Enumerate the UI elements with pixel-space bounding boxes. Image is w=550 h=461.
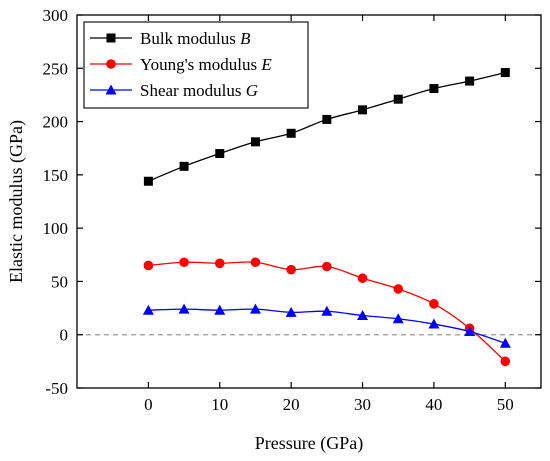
data-point-e-25 (322, 261, 332, 272)
data-point-g-0 (142, 304, 154, 315)
data-point-g-30 (357, 310, 369, 321)
data-point-g-15 (249, 303, 261, 314)
series-e (143, 257, 511, 367)
y-tick-label: 100 (43, 219, 69, 238)
legend-label: Shear modulus G (140, 81, 258, 100)
data-point-g-25 (321, 305, 333, 316)
y-tick-label: 300 (43, 6, 69, 25)
plot-frame (76, 14, 542, 389)
data-point-b-30 (358, 105, 368, 115)
legend-marker (106, 33, 116, 43)
y-tick-label: 0 (60, 326, 69, 345)
data-point-e-35 (393, 284, 404, 294)
data-point-b-45 (465, 76, 475, 86)
data-point-g-20 (285, 306, 297, 317)
x-tick-label: 10 (211, 395, 228, 414)
series-layer (142, 68, 511, 367)
series-g (142, 303, 511, 348)
data-point-b-0 (143, 176, 153, 186)
y-axis-title: Elastic modulus (GPa) (6, 120, 27, 283)
x-axis-title: Pressure (GPa) (255, 433, 363, 454)
x-tick-label: 20 (283, 395, 300, 414)
legend-label: Young's modulus E (140, 55, 272, 74)
y-tick-label: 200 (43, 113, 69, 132)
data-point-b-20 (286, 128, 296, 138)
x-tick-label: 40 (425, 395, 442, 414)
data-point-b-25 (322, 114, 332, 124)
data-point-g-10 (214, 304, 226, 315)
data-point-g-5 (178, 303, 190, 314)
y-tick-label: -50 (45, 379, 68, 398)
legend-label: Bulk modulus B (140, 29, 251, 48)
x-tick-label: 30 (354, 395, 371, 414)
legend-box (83, 21, 309, 109)
data-point-e-40 (429, 299, 439, 309)
data-point-b-10 (215, 149, 225, 159)
x-tick-label: 50 (497, 395, 514, 414)
data-point-b-15 (250, 137, 260, 147)
data-point-g-45 (464, 326, 476, 337)
axes-layer: 0 10 20 30 40 50 -50 0 50 100 150 200 250 300 (43, 6, 542, 414)
data-point-b-40 (429, 84, 439, 94)
legend: Bulk modulus B Young's modulus E Shear mod… (83, 21, 309, 109)
y-tick-label: 250 (43, 59, 69, 78)
data-point-b-5 (179, 161, 189, 171)
y-tick-label: 50 (51, 272, 68, 291)
legend-entry-g: Shear modulus G (90, 81, 258, 100)
legend-marker (105, 84, 117, 95)
legend-entry-e: Young's modulus E (90, 55, 272, 74)
series-b (143, 68, 510, 186)
data-point-b-35 (393, 94, 403, 104)
data-point-e-20 (286, 264, 296, 275)
data-point-e-5 (179, 257, 189, 268)
data-point-e-30 (357, 273, 368, 284)
data-point-e-0 (143, 260, 154, 271)
legend-marker (106, 59, 116, 69)
data-point-e-10 (214, 258, 225, 269)
data-point-e-15 (250, 257, 261, 268)
data-point-g-40 (428, 318, 440, 329)
data-point-g-50 (499, 337, 511, 348)
y-tick-label: 150 (43, 166, 69, 185)
data-point-e-50 (500, 356, 511, 367)
data-point-b-50 (500, 68, 510, 78)
x-tick-label: 0 (144, 395, 153, 414)
legend-entry-b: Bulk modulus B (90, 29, 251, 48)
data-point-g-35 (392, 313, 404, 324)
